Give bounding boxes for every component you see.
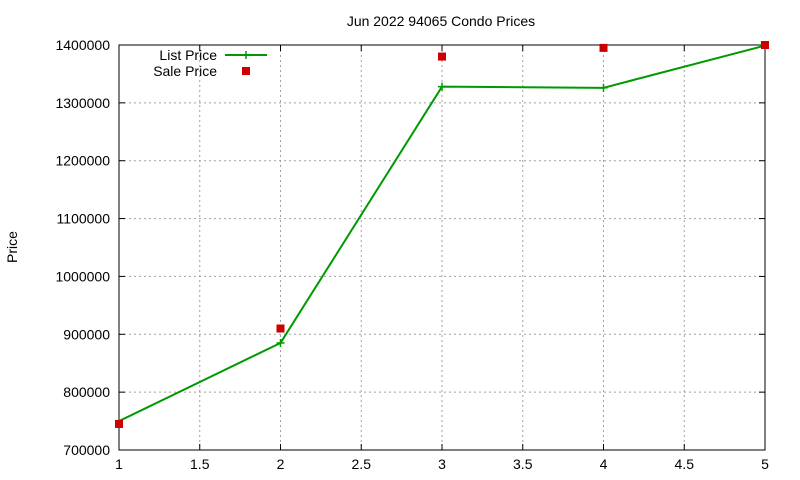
sale-price-point — [115, 419, 123, 428]
sale-price-point — [276, 324, 285, 333]
x-tick-label: 4.5 — [675, 456, 695, 472]
y-tick-label: 1000000 — [55, 268, 110, 284]
series-layer — [115, 41, 769, 428]
legend-label: Sale Price — [153, 63, 217, 79]
sale-price-point — [761, 41, 769, 49]
x-tick-label: 3.5 — [513, 456, 533, 472]
x-tick-label: 2 — [277, 456, 285, 472]
legend-swatch-square — [242, 67, 250, 75]
y-tick-label: 1400000 — [55, 37, 110, 53]
grid — [119, 45, 765, 450]
sale-price-point — [438, 52, 446, 61]
list-price-point — [438, 82, 446, 91]
legend-swatch-cross — [242, 51, 250, 59]
y-tick-label: 700000 — [63, 442, 110, 458]
y-tick-label: 1200000 — [55, 153, 110, 169]
y-tick-label: 900000 — [63, 326, 110, 342]
axis-ticks — [118, 44, 766, 451]
list-price-point — [276, 338, 285, 347]
chart-title: Jun 2022 94065 Condo Prices — [347, 13, 535, 29]
x-tick-label: 5 — [761, 456, 769, 472]
x-tick-label: 4 — [600, 456, 608, 472]
y-tick-label: 1300000 — [55, 95, 110, 111]
x-tick-label: 1.5 — [190, 456, 210, 472]
x-tick-label: 3 — [438, 456, 446, 472]
x-tick-labels: 1 1.5 2 2.5 3 3.5 4 4.5 5 — [115, 456, 769, 472]
list-price-point — [599, 83, 608, 92]
y-tick-labels: 700000 800000 900000 1000000 1100000 1200000 1… — [55, 37, 110, 458]
x-tick-label: 1 — [115, 456, 123, 472]
sale-price-point — [599, 43, 608, 52]
y-tick-label: 1100000 — [57, 211, 111, 227]
series-0 — [115, 41, 769, 426]
legend-label: List Price — [159, 47, 217, 63]
x-tick-label: 2.5 — [352, 456, 372, 472]
series-1 — [115, 41, 769, 428]
y-axis-label: Price — [4, 231, 20, 263]
y-tick-label: 800000 — [63, 384, 110, 400]
